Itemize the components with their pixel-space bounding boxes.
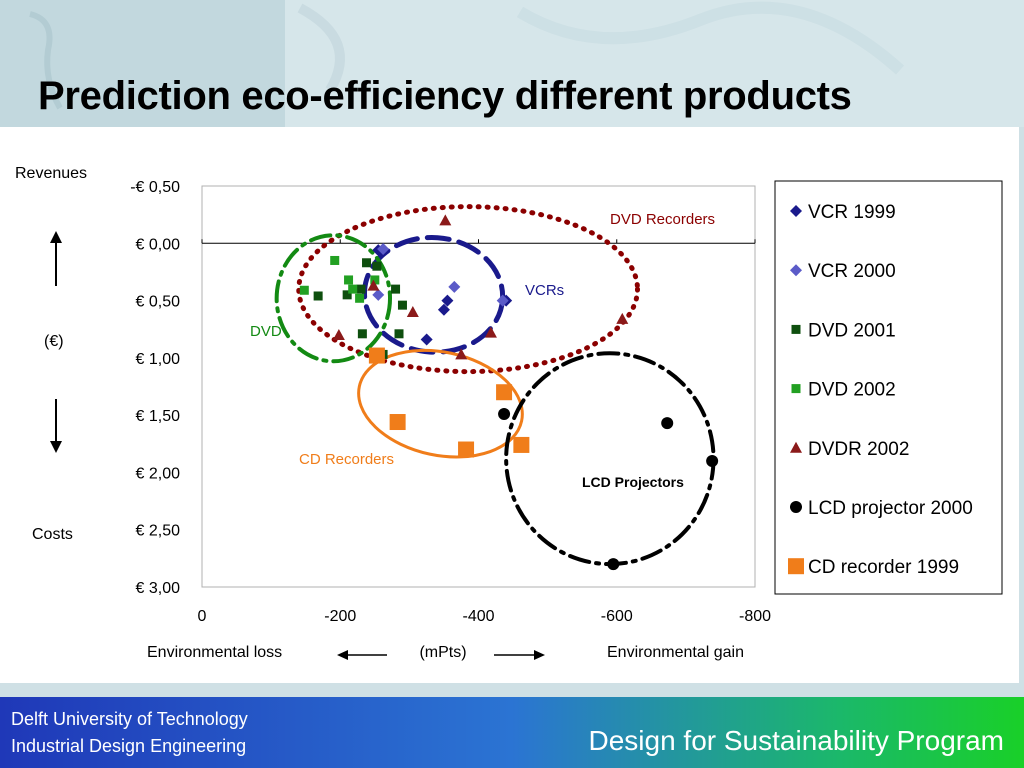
data-point [377,243,390,256]
cluster-dvd-recorders [296,204,640,375]
data-point [607,558,620,571]
legend-marker [788,558,804,575]
legend-label: DVD 2002 [808,380,896,401]
data-point [406,306,419,318]
y-tick-label: € 2,50 [136,523,181,540]
data-point [330,255,340,265]
cluster-label: DVD [250,323,282,340]
arrow-up-head-icon [50,231,62,243]
cluster-cd-recorders [357,348,524,459]
arrow-left-head-icon [337,650,348,660]
data-point [706,454,719,467]
data-point [484,326,497,338]
y-axis-label-costs: Costs [32,526,73,543]
data-point [397,300,407,310]
data-point [458,441,475,458]
cluster-label: LCD Projectors [582,474,684,490]
data-point [342,290,352,300]
data-point [344,275,354,285]
data-point [362,258,372,268]
y-tick-label: € 2,00 [136,465,181,482]
x-tick-label: -200 [324,608,356,625]
legend-marker [791,384,801,394]
legend-label: LCD projector 2000 [808,498,973,519]
data-point [355,293,365,303]
x-axis-label-loss: Environmental loss [147,644,282,661]
x-tick-label: -400 [462,608,494,625]
y-tick-label: € 1,00 [136,351,181,368]
data-point [439,214,452,226]
y-axis-label-revenues: Revenues [15,165,87,182]
cluster-label: CD Recorders [299,451,394,468]
legend-marker [790,441,802,453]
y-tick-label: € 1,50 [136,408,181,425]
data-point [299,285,309,295]
data-point [391,284,401,294]
y-axis-label-unit: (€) [44,333,64,350]
data-point [455,348,468,360]
x-axis-label-gain: Environmental gain [607,644,744,661]
legend-marker [791,324,801,334]
data-point [661,417,674,430]
data-point [348,284,358,294]
data-point [496,294,509,307]
chart-panel: DVD Recorders VCRs DVD CD Recorders LCD Proj… [0,127,1019,683]
data-point [372,288,385,301]
legend-label: DVDR 2002 [808,439,909,460]
data-point [496,384,513,401]
plot-frame [201,185,756,588]
data-point [513,436,530,453]
cluster-dvd [274,233,393,364]
legend-marker [790,264,802,277]
y-tick-label: € 3,00 [136,580,181,597]
y-tick-label: -€ 0,50 [130,179,180,196]
cluster-lcd-projectors [504,351,716,567]
data-point [332,328,345,340]
footer-program: Design for Sustainability Program [588,725,1004,756]
data-point [389,414,406,431]
data-point [616,312,629,324]
data-point [368,347,385,364]
y-tick-label: € 0,00 [136,236,181,253]
data-point [441,294,454,307]
legend-marker [790,501,802,513]
footer-bar: Delft University of Technology Industria… [0,697,1024,768]
data-point [357,329,367,339]
x-tick-label: 0 [198,608,207,625]
footer-faculty: Industrial Design Engineering [11,736,247,756]
legend-box [774,180,1003,595]
x-axis-label-unit: (mPts) [419,644,466,661]
legend-label: VCR 2000 [808,261,896,282]
cluster-label: VCRs [525,282,564,299]
eco-efficiency-chart: DVD Recorders VCRs DVD CD Recorders LCD Proj… [15,165,1003,661]
cluster-label: DVD Recorders [610,211,715,228]
data-point [420,333,433,346]
data-point [367,279,380,291]
data-point [437,303,450,316]
legend-label: CD recorder 1999 [808,557,959,578]
footer-university: Delft University of Technology [11,709,248,729]
data-point [370,275,380,285]
data-point [394,329,404,339]
arrow-right-head-icon [534,650,545,660]
x-tick-label: -600 [601,608,633,625]
legend-marker [790,205,802,217]
legend-label: VCR 1999 [808,202,896,223]
arrow-down-head-icon [50,441,62,453]
legend-label: DVD 2001 [808,320,896,341]
slide-title: Prediction eco-efficiency different prod… [38,74,852,118]
data-point [356,284,366,294]
data-point [313,291,323,301]
x-tick-label: -800 [739,608,771,625]
y-tick-label: € 0,50 [136,294,181,311]
data-point [372,261,382,271]
data-point [498,407,511,420]
data-point [448,280,461,293]
